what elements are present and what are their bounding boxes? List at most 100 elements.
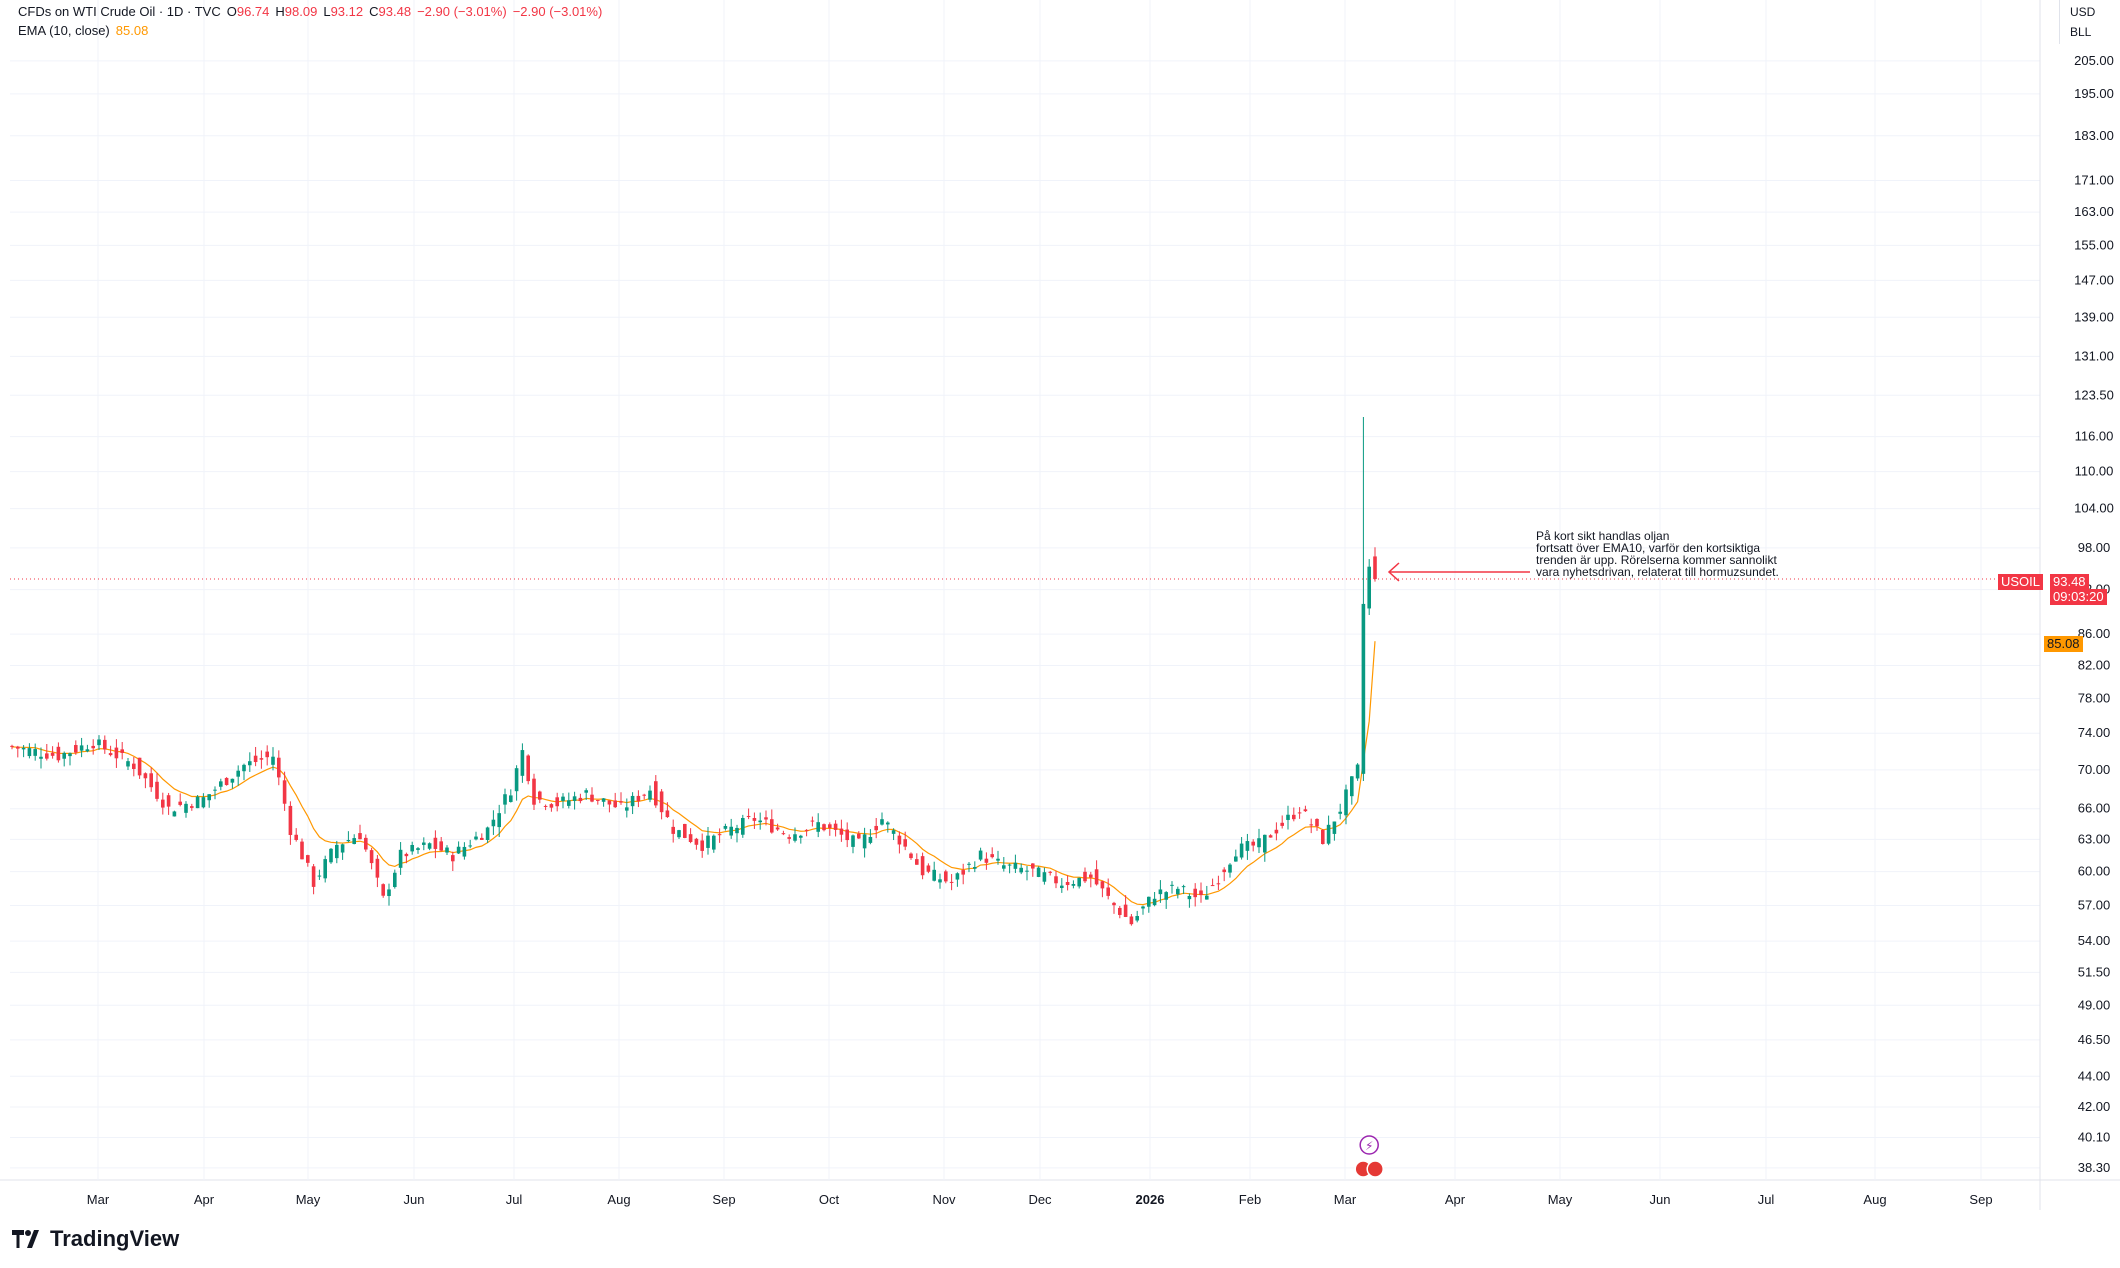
candle-body <box>1274 829 1279 834</box>
us-flag-event-icon <box>1366 1160 1384 1178</box>
candle-body <box>967 863 971 865</box>
candle-body <box>433 837 438 849</box>
candle-body <box>648 790 652 800</box>
x-tick-label: Jun <box>404 1192 425 1207</box>
candle-body <box>758 820 762 823</box>
candle-body <box>375 858 380 878</box>
currency-label[interactable]: USD <box>2070 5 2096 19</box>
ema-line <box>11 641 1376 906</box>
candle-body <box>68 753 72 757</box>
candle-body <box>752 818 757 821</box>
candle-body <box>596 799 600 801</box>
candle-body <box>1002 865 1006 869</box>
candle-body <box>833 823 838 830</box>
candle-body <box>416 848 420 850</box>
x-tick-label: Nov <box>932 1192 956 1207</box>
candle-body <box>659 791 664 813</box>
candle-body <box>770 819 774 833</box>
candle-body <box>56 746 61 761</box>
brand-name: TradingView <box>50 1226 180 1251</box>
candle-body <box>1007 864 1012 866</box>
currency-box[interactable]: USD BLL <box>2059 0 2120 44</box>
candle-body <box>549 804 554 808</box>
candle-body <box>1245 841 1250 851</box>
candle-body <box>1326 824 1331 844</box>
candle-body <box>741 817 745 835</box>
candle-body <box>1112 902 1116 906</box>
candle-body <box>607 800 612 805</box>
candle-body <box>839 828 844 835</box>
candle-body <box>514 768 519 792</box>
candle-body <box>932 869 936 881</box>
candle-body <box>1303 809 1308 812</box>
candle-body <box>1332 821 1337 834</box>
candle-body <box>915 859 919 865</box>
candle-body <box>938 879 942 883</box>
candle-body <box>485 827 490 840</box>
candle-body <box>665 810 670 818</box>
symbol-legend-row: CFDs on WTI Crude Oil · 1D · TVC O96.74 … <box>18 4 603 19</box>
unit-label[interactable]: BLL <box>2070 25 2092 39</box>
candle-body <box>1170 884 1174 886</box>
candle-body <box>822 824 826 831</box>
candle-body <box>886 822 890 825</box>
candle-body <box>335 844 339 859</box>
price-axis[interactable]: 205.00 195.00 183.00 171.00 163.00 155.00 147.… <box>2074 53 2114 1175</box>
candle-body <box>300 841 304 860</box>
candle-body <box>787 837 791 839</box>
candle-body <box>1286 814 1290 820</box>
symbol-title[interactable]: CFDs on WTI Crude Oil · 1D · TVC <box>18 4 221 19</box>
x-tick-label: Sep <box>1969 1192 1992 1207</box>
candle-body <box>451 855 455 862</box>
annotation-text[interactable]: På kort sikt handlas oljan fortsatt över… <box>1536 529 1779 579</box>
candle-body <box>520 750 525 776</box>
candle-body <box>1106 887 1110 896</box>
candle-body <box>1373 556 1377 580</box>
tradingview-logo[interactable]: TradingView <box>12 1226 179 1252</box>
candle-body <box>816 822 820 832</box>
y-tick-label: 171.00 <box>2074 173 2114 188</box>
candle-body <box>1129 916 1134 925</box>
candle-body <box>897 835 902 845</box>
candle-body <box>1118 907 1122 915</box>
symbol-price-tag: USOIL <box>1998 574 2044 590</box>
candle-body <box>480 837 484 840</box>
candle-body <box>503 794 507 805</box>
candle-body <box>1309 824 1313 826</box>
candle-body <box>219 781 223 787</box>
y-tick-label: 110.00 <box>2075 464 2114 479</box>
candle-body <box>781 833 786 835</box>
candle-body <box>1210 885 1215 887</box>
candle-body <box>224 777 229 786</box>
candle-body <box>944 871 948 882</box>
candle-body <box>45 753 49 759</box>
candle-body <box>1054 876 1058 884</box>
candle-body <box>439 841 443 851</box>
last-price-tag: 93.48 <box>2050 574 2089 590</box>
candle-body <box>1094 869 1099 885</box>
candle-body <box>671 826 675 834</box>
candle-body <box>1216 883 1221 885</box>
candle-body <box>1036 867 1041 877</box>
y-tick-label: 51.50 <box>2078 964 2111 979</box>
time-axis[interactable]: Mar Apr May Jun Jul Aug Sep Oct Nov Dec 2026 Feb Mar… <box>87 1192 1993 1207</box>
y-tick-label: 205.00 <box>2074 53 2114 68</box>
candle-body <box>404 853 409 857</box>
candle-body <box>97 739 101 746</box>
candle-body <box>398 849 403 868</box>
y-tick-label: 139.00 <box>2074 309 2114 324</box>
candle-body <box>706 835 710 848</box>
candle-body <box>1268 835 1273 838</box>
candle-body <box>33 749 37 756</box>
candle-body <box>1176 888 1180 895</box>
indicator-title[interactable]: EMA (10, close) <box>18 23 110 38</box>
ema-price-tag: 85.08 <box>2044 636 2083 652</box>
candle-body <box>862 834 867 849</box>
x-tick-label: Oct <box>819 1192 840 1207</box>
candle-body <box>172 811 177 817</box>
candle-body <box>857 833 861 839</box>
candle-body <box>1147 896 1151 907</box>
candle-body <box>242 764 246 772</box>
candle-body <box>1280 822 1284 826</box>
